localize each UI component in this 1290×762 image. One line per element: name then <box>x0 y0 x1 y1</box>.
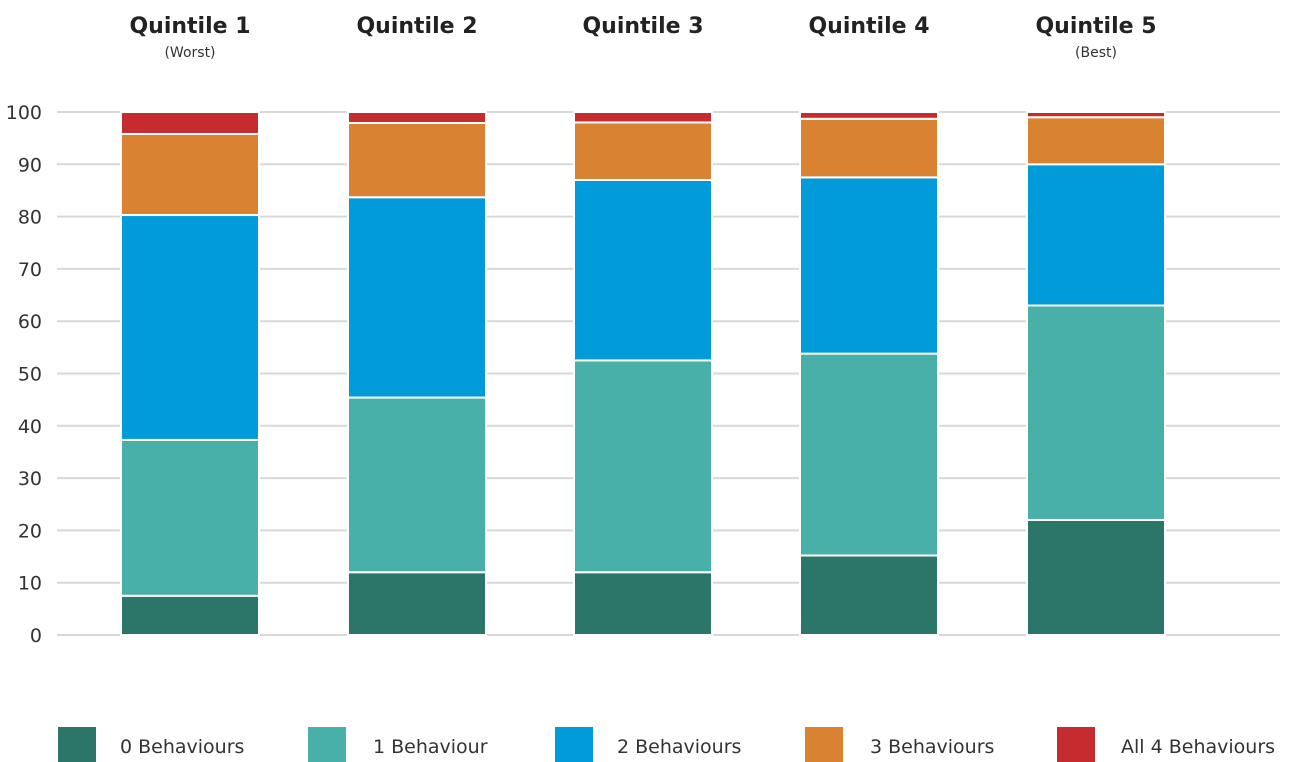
legend-item-2-behaviours: 2 Behaviours <box>555 727 741 762</box>
bar-segment-quintile-4-1-behaviour <box>799 352 939 557</box>
bar-segment-quintile-2-3-behaviours <box>347 121 487 199</box>
y-tick-label: 60 <box>18 311 42 333</box>
legend-swatch <box>308 727 346 762</box>
bar-segment-quintile-5-2-behaviours <box>1026 163 1166 307</box>
legend-swatch <box>58 727 96 762</box>
bar-segment-quintile-1-0-behaviours <box>120 594 260 637</box>
y-axis-ticks: 0 10 20 30 40 50 60 70 80 90 100 <box>6 102 42 647</box>
bar-segment-quintile-3-1-behaviour <box>573 359 713 574</box>
bar-segment-quintile-3-3-behaviours <box>573 121 713 181</box>
y-tick-label: 20 <box>18 520 42 542</box>
bar-segment-quintile-4-2-behaviours <box>799 176 939 355</box>
category-label: Quintile 5 <box>1035 14 1156 39</box>
bar-segment-quintile-1-all-4-behaviours <box>120 111 260 135</box>
bar-group-quintile-3 <box>573 111 713 636</box>
bar-segment-quintile-3-all-4-behaviours <box>573 111 713 124</box>
legend-item-1-behaviour: 1 Behaviour <box>308 727 488 762</box>
bar-segment-quintile-3-0-behaviours <box>573 571 713 636</box>
bar-segment-quintile-1-1-behaviour <box>120 438 260 597</box>
bar-segment-quintile-5-3-behaviours <box>1026 116 1166 166</box>
legend-swatch <box>805 727 843 762</box>
category-subtitle: (Best) <box>1075 45 1117 61</box>
bar-group-quintile-2 <box>347 111 487 636</box>
y-tick-label: 100 <box>6 102 42 124</box>
bar-segment-quintile-4-all-4-behaviours <box>799 111 939 120</box>
y-tick-label: 0 <box>30 625 42 647</box>
y-tick-label: 90 <box>18 154 42 176</box>
bar-segment-quintile-4-0-behaviours <box>799 554 939 637</box>
category-label: Quintile 1 <box>129 14 250 39</box>
y-tick-label: 30 <box>18 468 42 490</box>
bar-group-quintile-5 <box>1026 111 1166 636</box>
category-label: Quintile 3 <box>582 14 703 39</box>
legend-item-0-behaviours: 0 Behaviours <box>58 727 244 762</box>
bar-segment-quintile-4-3-behaviours <box>799 117 939 179</box>
bar-group-quintile-4 <box>799 111 939 637</box>
legend-swatch <box>1057 727 1095 762</box>
bar-group-quintile-1 <box>120 111 260 637</box>
y-tick-label: 40 <box>18 416 42 438</box>
category-labels: Quintile 1 (Worst) Quintile 2 Quintile 3 Qui… <box>129 14 1156 61</box>
y-tick-label: 10 <box>18 573 42 595</box>
bar-segment-quintile-5-1-behaviour <box>1026 304 1166 521</box>
bar-segment-quintile-1-3-behaviours <box>120 132 260 217</box>
legend-label: All 4 Behaviours <box>1121 736 1275 758</box>
bars <box>120 111 1166 637</box>
bar-segment-quintile-2-0-behaviours <box>347 571 487 636</box>
legend-label: 1 Behaviour <box>373 736 488 758</box>
y-tick-label: 80 <box>18 207 42 229</box>
legend-label: 0 Behaviours <box>120 736 244 758</box>
legend-label: 2 Behaviours <box>617 736 741 758</box>
y-tick-label: 70 <box>18 259 42 281</box>
legend-label: 3 Behaviours <box>870 736 994 758</box>
legend-item-all-4-behaviours: All 4 Behaviours <box>1057 727 1275 762</box>
bar-segment-quintile-3-2-behaviours <box>573 178 713 362</box>
category-label: Quintile 2 <box>356 14 477 39</box>
category-subtitle: (Worst) <box>164 45 215 61</box>
bar-segment-quintile-1-2-behaviours <box>120 214 260 441</box>
legend-swatch <box>555 727 593 762</box>
bar-segment-quintile-2-all-4-behaviours <box>347 111 487 124</box>
category-label: Quintile 4 <box>808 14 929 39</box>
y-tick-label: 50 <box>18 364 42 386</box>
bar-segment-quintile-2-1-behaviour <box>347 396 487 574</box>
bar-segment-quintile-2-2-behaviours <box>347 196 487 399</box>
bar-segment-quintile-5-0-behaviours <box>1026 518 1166 636</box>
bar-segment-quintile-5-all-4-behaviours <box>1026 111 1166 119</box>
legend-item-3-behaviours: 3 Behaviours <box>805 727 994 762</box>
legend: 0 Behaviours 1 Behaviour 2 Behaviours 3 Beh… <box>58 727 1275 762</box>
